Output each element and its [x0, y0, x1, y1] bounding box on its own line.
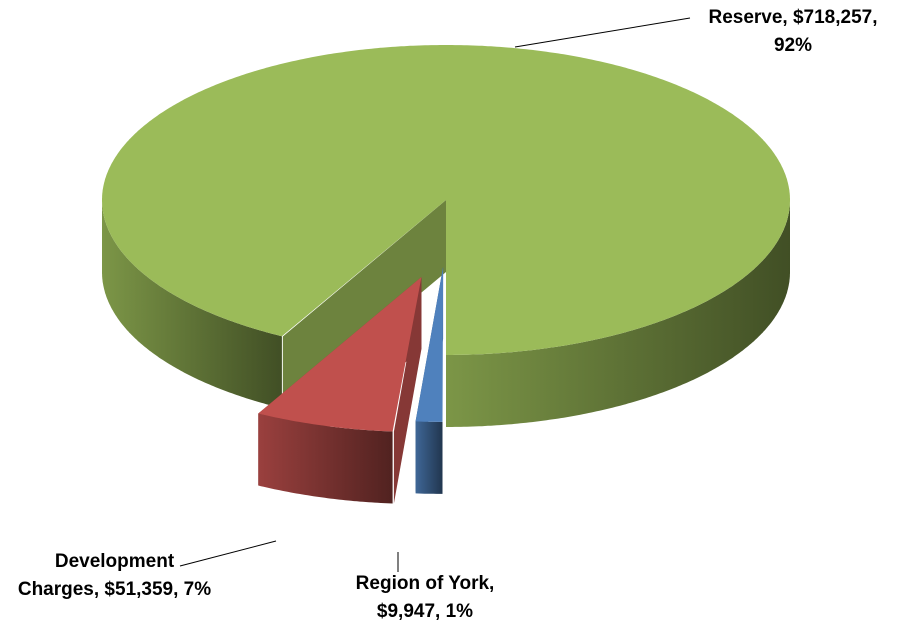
slice: [258, 277, 422, 432]
slice: [102, 45, 790, 355]
slice-edge: [282, 200, 446, 409]
leader-line: [514, 17, 691, 48]
data-label: Development Charges, $51,359, 7%: [17, 551, 212, 600]
data-label: Region of York, $9,947, 1%: [355, 573, 495, 622]
pie: [102, 45, 790, 504]
data-label: Reserve, $718,257, 92%: [708, 7, 878, 56]
slice-side: [415, 421, 443, 494]
slice-side: [446, 201, 790, 427]
slice-side: [102, 201, 282, 409]
slice: [415, 266, 444, 422]
slice-edge: [393, 277, 422, 504]
slice-side: [258, 413, 393, 504]
leader-line: [179, 540, 277, 567]
